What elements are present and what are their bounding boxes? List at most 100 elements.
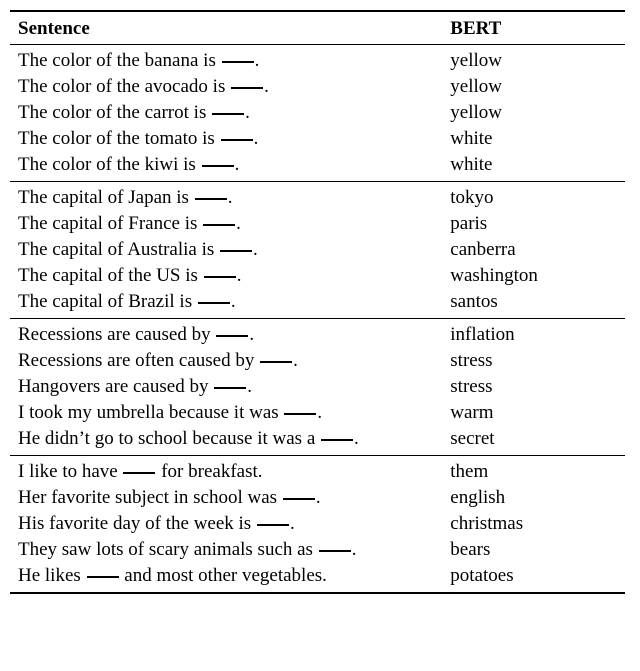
sentence-suffix: . [290, 513, 295, 534]
sentence-cell: The color of the kiwi is . [10, 152, 442, 182]
prediction-cell: english [442, 485, 625, 511]
sentence-prefix: The color of the kiwi is [18, 154, 201, 175]
table-row: The capital of Japan is .tokyo [10, 182, 625, 212]
sentence-prefix: Recessions are caused by [18, 324, 215, 345]
prediction-cell: yellow [442, 74, 625, 100]
blank-slot [284, 413, 316, 415]
prediction-cell: washington [442, 263, 625, 289]
sentence-prefix: The capital of the US is [18, 265, 203, 286]
table-row: The capital of Australia is .canberra [10, 237, 625, 263]
header-row: Sentence BERT [10, 11, 625, 45]
table-row: The capital of France is . paris [10, 211, 625, 237]
sentence-cell: He likes and most other vegetables. [10, 563, 442, 593]
blank-slot [321, 439, 353, 441]
table-row: Recessions are often caused by .stress [10, 348, 625, 374]
sentence-prefix: He didn’t go to school because it was a [18, 428, 320, 449]
sentence-prefix: They saw lots of scary animals such as [18, 539, 318, 560]
sentence-cell: The capital of Australia is . [10, 237, 442, 263]
prediction-cell: potatoes [442, 563, 625, 593]
sentence-suffix: . [247, 376, 252, 397]
blank-slot [260, 361, 292, 363]
header-sentence: Sentence [10, 11, 442, 45]
sentence-prefix: The color of the avocado is [18, 76, 230, 97]
sentence-prefix: Her favorite subject in school was [18, 487, 282, 508]
prediction-cell: christmas [442, 511, 625, 537]
blank-slot [220, 250, 252, 252]
blank-slot [195, 198, 227, 200]
table-row: The color of the kiwi is .white [10, 152, 625, 182]
sentence-cell: The capital of the US is . [10, 263, 442, 289]
blank-slot [87, 576, 119, 578]
sentence-prefix: The capital of France is [18, 213, 202, 234]
blank-slot [202, 165, 234, 167]
prediction-cell: bears [442, 537, 625, 563]
blank-slot [257, 524, 289, 526]
sentence-suffix: . [228, 187, 233, 208]
sentence-suffix: . [236, 213, 241, 234]
sentence-cell: Hangovers are caused by . [10, 374, 442, 400]
sentence-prefix: The capital of Brazil is [18, 291, 197, 312]
sentence-suffix: . [254, 128, 259, 149]
sentence-prefix: The color of the banana is [18, 50, 221, 71]
sentence-cell: I like to have for breakfast. [10, 456, 442, 486]
sentence-suffix: . [245, 102, 250, 123]
table-row: Her favorite subject in school was .engl… [10, 485, 625, 511]
sentence-cell: He didn’t go to school because it was a … [10, 426, 442, 456]
sentence-cell: Recessions are caused by . [10, 319, 442, 349]
table-row: His favorite day of the week is . christm… [10, 511, 625, 537]
sentence-suffix: for breakfast. [156, 461, 262, 482]
table-row: They saw lots of scary animals such as .… [10, 537, 625, 563]
sentence-prefix: His favorite day of the week is [18, 513, 256, 534]
sentence-cell: The color of the tomato is . [10, 126, 442, 152]
sentence-suffix: . [235, 154, 240, 175]
prediction-cell: white [442, 152, 625, 182]
sentence-suffix: . [317, 402, 322, 423]
sentence-cell: The capital of Japan is . [10, 182, 442, 212]
sentence-suffix: . [237, 265, 242, 286]
sentence-cell: I took my umbrella because it was . [10, 400, 442, 426]
sentence-suffix: . [293, 350, 298, 371]
blank-slot [203, 224, 235, 226]
header-bert: BERT [442, 11, 625, 45]
prediction-cell: paris [442, 211, 625, 237]
sentence-suffix: . [253, 239, 258, 260]
sentence-suffix: . [264, 76, 269, 97]
sentence-cell: Recessions are often caused by . [10, 348, 442, 374]
table-row: Recessions are caused by .inflation [10, 319, 625, 349]
sentence-cell: The color of the carrot is . [10, 100, 442, 126]
table-row: The color of the carrot is .yellow [10, 100, 625, 126]
prediction-cell: them [442, 456, 625, 486]
sentence-suffix: . [316, 487, 321, 508]
sentence-cell: Her favorite subject in school was . [10, 485, 442, 511]
table-row: The color of the banana is .yellow [10, 45, 625, 75]
prediction-cell: canberra [442, 237, 625, 263]
sentence-prefix: The color of the carrot is [18, 102, 211, 123]
sentence-cell: The capital of Brazil is . [10, 289, 442, 319]
prediction-cell: santos [442, 289, 625, 319]
table-row: I took my umbrella because it was .warm [10, 400, 625, 426]
sentence-prefix: The capital of Australia is [18, 239, 219, 260]
table-row: He didn’t go to school because it was a … [10, 426, 625, 456]
sentence-prefix: I like to have [18, 461, 122, 482]
sentence-prefix: I took my umbrella because it was [18, 402, 283, 423]
blank-slot [222, 61, 254, 63]
blank-slot [123, 472, 155, 474]
table-row: He likes and most other vegetables.potat… [10, 563, 625, 593]
sentence-suffix: . [255, 50, 260, 71]
prediction-cell: yellow [442, 45, 625, 75]
sentence-cell: The color of the banana is . [10, 45, 442, 75]
prediction-cell: tokyo [442, 182, 625, 212]
blank-slot [214, 387, 246, 389]
sentence-prefix: The color of the tomato is [18, 128, 220, 149]
predictions-table: Sentence BERT The color of the banana is… [10, 10, 625, 594]
sentence-prefix: He likes [18, 565, 86, 586]
sentence-prefix: Recessions are often caused by [18, 350, 259, 371]
blank-slot [198, 302, 230, 304]
prediction-cell: warm [442, 400, 625, 426]
prediction-cell: inflation [442, 319, 625, 349]
prediction-cell: secret [442, 426, 625, 456]
table-row: The capital of the US is .washington [10, 263, 625, 289]
prediction-cell: stress [442, 348, 625, 374]
table-row: The color of the avocado is . yellow [10, 74, 625, 100]
sentence-suffix: and most other vegetables. [120, 565, 327, 586]
